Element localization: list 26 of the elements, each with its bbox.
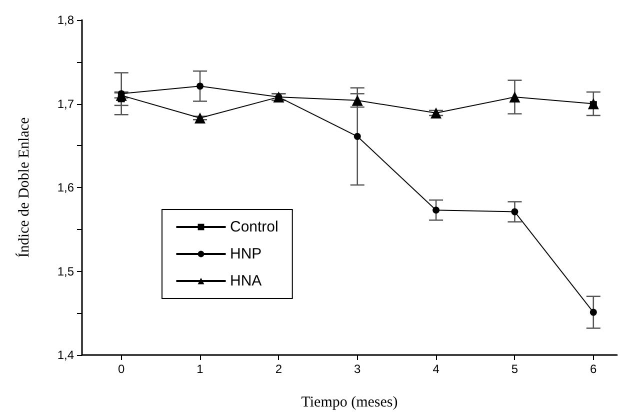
y-tick-label: 1,6	[57, 180, 74, 194]
y-tick-label: 1,4	[57, 348, 74, 362]
point	[509, 92, 520, 103]
y-tick-label: 1,8	[57, 13, 74, 27]
point	[588, 98, 599, 110]
x-tick-label: 6	[590, 362, 598, 376]
x-tick-label: 1	[196, 362, 204, 376]
point	[590, 308, 597, 316]
point	[196, 82, 204, 90]
x-tick-label: 0	[118, 362, 125, 376]
point	[432, 206, 440, 214]
point	[430, 107, 442, 118]
point	[194, 112, 206, 124]
x-tick-label: 5	[511, 362, 518, 376]
x-tick-label: 3	[354, 362, 362, 376]
point	[354, 132, 361, 140]
legend-label: HNA	[230, 272, 262, 290]
point	[511, 208, 518, 216]
y-tick-label: 1,5	[57, 264, 74, 278]
y-axis-title: Índice de Doble Enlace	[16, 116, 32, 258]
legend-label: Control	[230, 218, 278, 236]
x-axis-title: Tiempo (meses)	[301, 394, 398, 410]
x-tick-label: 2	[275, 362, 282, 376]
x-tick-label: 4	[432, 362, 440, 376]
y-tick-label: 1,7	[57, 96, 74, 111]
legend-label: HNP	[230, 246, 262, 262]
